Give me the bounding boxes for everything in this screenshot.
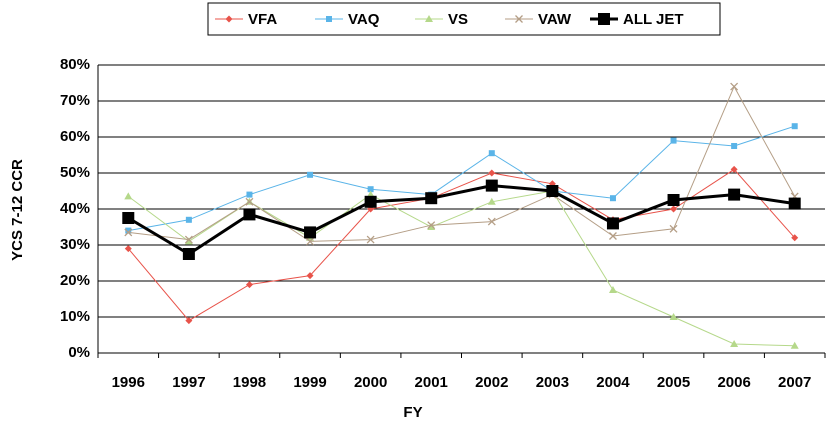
marker [670,137,677,144]
marker [598,13,610,25]
marker [608,232,617,240]
y-tick-label: 60% [60,128,90,145]
marker [366,235,375,244]
marker [122,212,135,224]
marker [427,221,436,230]
marker [670,205,678,213]
marker [425,15,433,22]
marker [185,216,192,223]
marker [124,245,132,253]
y-tick-label: 50% [60,164,90,181]
marker [125,227,132,234]
x-tick-label: 2005 [657,374,690,391]
marker [667,194,680,206]
marker [326,16,332,22]
marker [307,171,314,178]
x-tick-label: 1996 [112,374,145,391]
marker [669,224,678,233]
x-tick-label: 2007 [778,374,811,391]
y-axis-title: YCS 7-12 CCR [9,159,26,261]
marker [427,223,436,230]
y-tick-label: 70% [60,92,90,109]
marker [225,15,233,23]
marker [367,186,374,193]
legend-label: VAQ [348,11,380,28]
marker [669,313,678,320]
y-tick-label: 10% [60,308,90,325]
marker [425,192,438,205]
marker [184,235,193,244]
marker [124,228,133,237]
marker [791,234,799,242]
x-tick-label: 2004 [596,374,630,391]
legend-box [207,2,721,36]
marker [731,143,738,149]
x-axis-title: FY [403,404,422,421]
marker [608,286,617,293]
legend-label: VAW [538,11,572,28]
y-tick-label: 30% [60,236,90,253]
marker [364,195,377,208]
x-tick-label: 1999 [293,374,326,391]
marker [182,248,195,260]
marker [730,82,739,91]
y-tick-label: 40% [60,200,90,217]
marker [487,197,496,205]
marker [184,237,193,245]
marker [245,197,254,206]
y-tick-label: 20% [60,272,90,289]
marker [791,123,798,130]
x-tick-label: 1997 [172,374,205,391]
x-tick-label: 2000 [354,374,387,391]
marker [485,179,498,192]
x-tick-label: 2003 [536,374,569,391]
marker [306,237,315,246]
marker [245,281,253,289]
marker [730,340,739,347]
series-line [128,85,796,242]
marker [243,208,256,221]
marker [304,226,317,239]
marker [606,217,619,230]
marker [246,191,253,198]
legend-label: VS [448,11,468,28]
marker [185,317,193,325]
marker [488,150,495,157]
marker [790,341,799,349]
x-tick-label: 2006 [717,374,750,391]
marker [546,185,559,197]
series-line [128,125,795,232]
legend-label: VFA [248,11,277,28]
marker [487,217,496,226]
series-line [127,190,795,347]
marker [515,15,523,23]
y-tick-label: 0% [68,344,90,361]
marker [730,165,738,173]
x-tick-label: 1998 [233,374,266,391]
x-tick-label: 2001 [415,374,448,391]
legend-label: ALL JET [623,11,684,28]
marker [488,169,496,177]
series-line [127,184,795,256]
marker [306,272,314,280]
series-line [127,168,796,322]
marker [728,188,741,201]
x-tick-label: 2002 [475,374,508,391]
marker [609,195,616,202]
marker [788,197,801,210]
marker [124,192,133,200]
y-tick-label: 80% [60,56,90,73]
